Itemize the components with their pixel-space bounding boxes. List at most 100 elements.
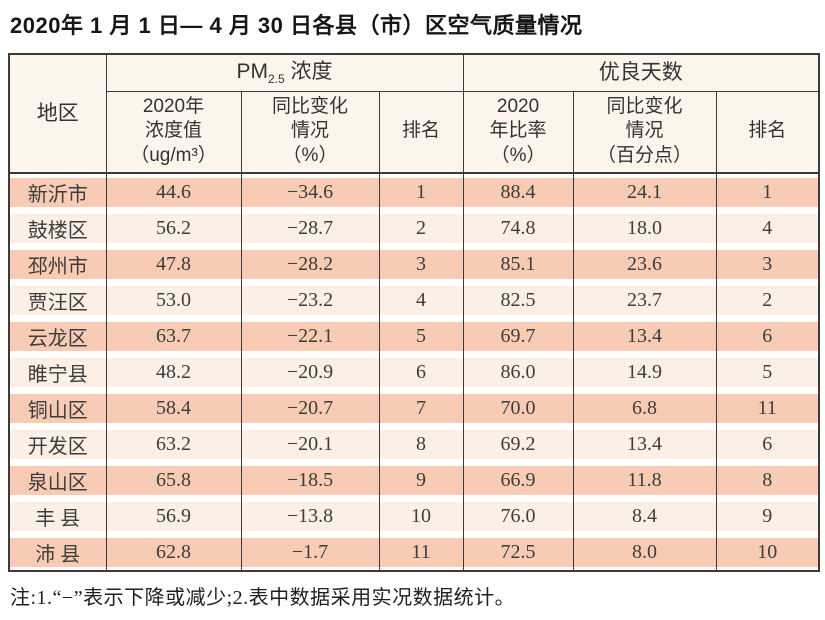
header-pm-group: PM2.5 浓度 bbox=[105, 53, 464, 92]
cell-pm-value: 44.6 bbox=[105, 173, 242, 210]
cell-gd-ratio: 69.7 bbox=[462, 318, 574, 354]
pm-label-prefix: PM bbox=[236, 59, 269, 83]
cell-gd-ratio: 88.4 bbox=[462, 173, 574, 210]
cell-region: 睢宁县 bbox=[8, 354, 107, 390]
cell-gd-change: 13.4 bbox=[572, 318, 717, 354]
table-row: 泉山区 65.8 −18.5 9 66.9 11.8 8 bbox=[8, 462, 820, 498]
pm-label-subscript: 2.5 bbox=[268, 72, 285, 87]
cell-gd-rank: 6 bbox=[715, 318, 820, 354]
cell-pm-rank: 2 bbox=[378, 210, 464, 246]
air-quality-table: 地区 PM2.5 浓度 优良天数 2020年 浓度值 （ug/m³） 同比变化 … bbox=[8, 53, 821, 572]
cell-pm-value: 53.0 bbox=[105, 282, 242, 318]
cell-gd-change: 6.8 bbox=[572, 390, 717, 426]
cell-pm-rank: 9 bbox=[378, 462, 464, 498]
cell-gd-rank: 11 bbox=[715, 390, 820, 426]
cell-region: 云龙区 bbox=[8, 318, 107, 354]
cell-pm-rank: 10 bbox=[378, 498, 464, 534]
header-pm-value: 2020年 浓度值 （ug/m³） bbox=[105, 90, 242, 174]
cell-gd-rank: 2 bbox=[715, 282, 820, 318]
cell-pm-change: −23.2 bbox=[240, 282, 380, 318]
cell-pm-value: 58.4 bbox=[105, 390, 242, 426]
cell-pm-value: 56.2 bbox=[105, 210, 242, 246]
table-row: 贾汪区 53.0 −23.2 4 82.5 23.7 2 bbox=[8, 282, 820, 318]
cell-region: 铜山区 bbox=[8, 390, 107, 426]
cell-pm-change: −20.1 bbox=[240, 426, 380, 462]
table-footnote: 注:1.“−”表示下降或减少;2.表中数据采用实况数据统计。 bbox=[10, 587, 516, 609]
table-body: 新沂市 44.6 −34.6 1 88.4 24.1 1 鼓楼区 56.2 −2… bbox=[8, 173, 820, 571]
cell-gd-ratio: 86.0 bbox=[462, 354, 574, 390]
table-row: 铜山区 58.4 −20.7 7 70.0 6.8 11 bbox=[8, 390, 820, 426]
cell-region: 新沂市 bbox=[8, 173, 107, 210]
cell-gd-change: 8.4 bbox=[572, 498, 717, 534]
table-row: 丰 县 56.9 −13.8 10 76.0 8.4 9 bbox=[8, 498, 820, 534]
header-gd-ratio: 2020 年比率 （%） bbox=[462, 90, 574, 174]
cell-region: 贾汪区 bbox=[8, 282, 107, 318]
header-sub-row: 2020年 浓度值 （ug/m³） 同比变化 情况 （%） 排名 2020 年比… bbox=[9, 90, 820, 174]
cell-gd-rank: 5 bbox=[715, 354, 820, 390]
table-row: 睢宁县 48.2 −20.9 6 86.0 14.9 5 bbox=[8, 354, 820, 390]
header-pm-rank: 排名 bbox=[378, 90, 464, 174]
cell-region: 丰 县 bbox=[8, 498, 107, 534]
table-row: 新沂市 44.6 −34.6 1 88.4 24.1 1 bbox=[8, 173, 820, 210]
cell-gd-change: 8.0 bbox=[572, 534, 717, 571]
cell-gd-change: 18.0 bbox=[572, 210, 717, 246]
cell-pm-rank: 4 bbox=[378, 282, 464, 318]
cell-pm-rank: 5 bbox=[378, 318, 464, 354]
cell-gd-ratio: 69.2 bbox=[462, 426, 574, 462]
cell-pm-rank: 8 bbox=[378, 426, 464, 462]
cell-gd-change: 13.4 bbox=[572, 426, 717, 462]
table-row: 邳州市 47.8 −28.2 3 85.1 23.6 3 bbox=[8, 246, 820, 282]
cell-pm-change: −22.1 bbox=[240, 318, 380, 354]
cell-pm-change: −20.9 bbox=[240, 354, 380, 390]
pm-label-suffix: 浓度 bbox=[284, 59, 333, 83]
header-gd-change: 同比变化 情况 （百分点） bbox=[572, 90, 717, 174]
cell-gd-rank: 3 bbox=[715, 246, 820, 282]
cell-gd-rank: 1 bbox=[715, 173, 820, 210]
cell-gd-ratio: 66.9 bbox=[462, 462, 574, 498]
cell-gd-ratio: 70.0 bbox=[462, 390, 574, 426]
cell-pm-change: −28.2 bbox=[240, 246, 380, 282]
cell-gd-rank: 9 bbox=[715, 498, 820, 534]
cell-gd-ratio: 76.0 bbox=[462, 498, 574, 534]
cell-pm-change: −13.8 bbox=[240, 498, 380, 534]
cell-pm-rank: 3 bbox=[378, 246, 464, 282]
page-title: 2020年 1 月 1 日— 4 月 30 日各县（市）区空气质量情况 bbox=[10, 13, 583, 38]
table-header: 地区 PM2.5 浓度 优良天数 2020年 浓度值 （ug/m³） 同比变化 … bbox=[8, 53, 820, 174]
cell-gd-rank: 10 bbox=[715, 534, 820, 571]
cell-pm-value: 47.8 bbox=[105, 246, 242, 282]
cell-region: 泉山区 bbox=[8, 462, 107, 498]
cell-gd-rank: 6 bbox=[715, 426, 820, 462]
cell-gd-change: 24.1 bbox=[572, 173, 717, 210]
cell-pm-change: −34.6 bbox=[240, 173, 380, 210]
cell-pm-value: 56.9 bbox=[105, 498, 242, 534]
cell-gd-change: 23.6 bbox=[572, 246, 717, 282]
cell-gd-ratio: 82.5 bbox=[462, 282, 574, 318]
cell-pm-change: −1.7 bbox=[240, 534, 380, 571]
cell-region: 开发区 bbox=[8, 426, 107, 462]
cell-pm-value: 63.2 bbox=[105, 426, 242, 462]
cell-pm-rank: 11 bbox=[378, 534, 464, 571]
cell-gd-ratio: 74.8 bbox=[462, 210, 574, 246]
cell-pm-change: −20.7 bbox=[240, 390, 380, 426]
header-pm-change: 同比变化 情况 （%） bbox=[240, 90, 380, 174]
cell-region: 沛 县 bbox=[8, 534, 107, 571]
cell-pm-value: 48.2 bbox=[105, 354, 242, 390]
header-region: 地区 bbox=[8, 53, 107, 174]
header-gd-rank: 排名 bbox=[715, 90, 820, 174]
table-row: 云龙区 63.7 −22.1 5 69.7 13.4 6 bbox=[8, 318, 820, 354]
cell-region: 邳州市 bbox=[8, 246, 107, 282]
cell-gd-change: 14.9 bbox=[572, 354, 717, 390]
cell-pm-rank: 7 bbox=[378, 390, 464, 426]
cell-gd-change: 11.8 bbox=[572, 462, 717, 498]
cell-pm-rank: 6 bbox=[378, 354, 464, 390]
cell-pm-value: 65.8 bbox=[105, 462, 242, 498]
header-group-row: 地区 PM2.5 浓度 优良天数 bbox=[8, 53, 820, 174]
cell-pm-change: −18.5 bbox=[240, 462, 380, 498]
cell-pm-rank: 1 bbox=[378, 173, 464, 210]
cell-pm-value: 62.8 bbox=[105, 534, 242, 571]
table-row: 沛 县 62.8 −1.7 11 72.5 8.0 10 bbox=[8, 534, 820, 571]
cell-gd-change: 23.7 bbox=[572, 282, 717, 318]
cell-gd-rank: 8 bbox=[715, 462, 820, 498]
table-row: 开发区 63.2 −20.1 8 69.2 13.4 6 bbox=[8, 426, 820, 462]
cell-gd-ratio: 72.5 bbox=[462, 534, 574, 571]
